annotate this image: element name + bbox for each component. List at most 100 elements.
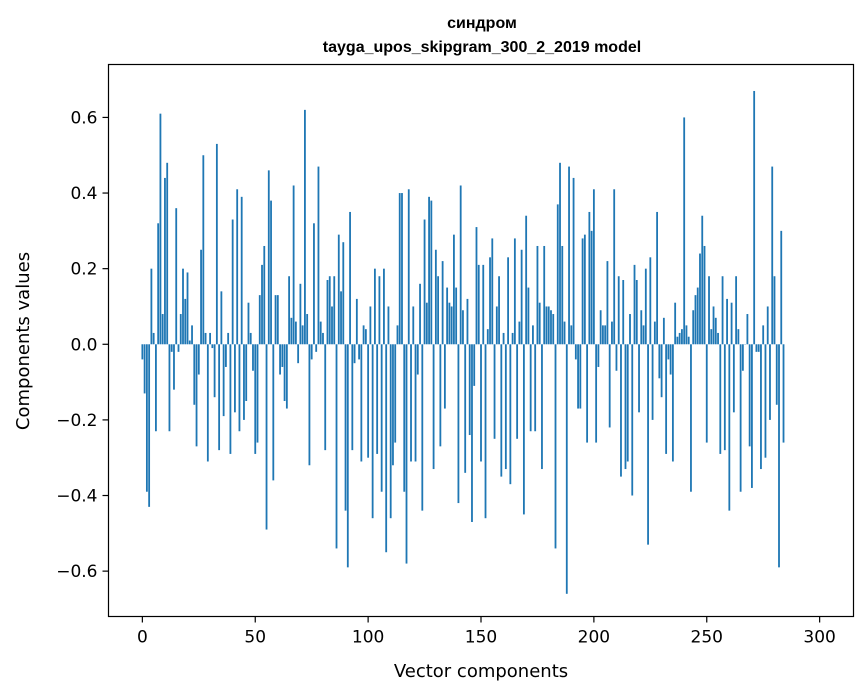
bar-component-111: [392, 344, 394, 466]
bar-component-269: [748, 344, 751, 447]
bar-component-56: [267, 170, 270, 345]
bar-component-279: [771, 166, 774, 345]
bar-component-200: [592, 189, 595, 345]
x-tick-label: 50: [244, 628, 266, 648]
bar-component-116: [403, 344, 406, 492]
bar-component-125: [423, 219, 426, 345]
bar-component-137: [450, 306, 453, 345]
y-tick-label: −0.4: [56, 487, 97, 507]
bar-component-245: [694, 295, 697, 345]
bar-component-201: [595, 344, 598, 443]
bar-component-198: [588, 211, 591, 345]
bar-component-8: [159, 113, 162, 345]
bar-component-240: [683, 117, 686, 345]
bar-component-154: [489, 257, 491, 345]
bar-component-281: [775, 344, 778, 405]
bar-component-54: [263, 245, 266, 345]
bar-component-169: [522, 344, 525, 515]
bar-component-87: [337, 234, 340, 345]
bar-component-260: [728, 344, 731, 511]
bar-component-142: [462, 310, 464, 345]
bar-component-69: [297, 344, 300, 364]
bar-component-51: [256, 344, 259, 443]
bar-component-68: [294, 321, 297, 345]
bar-component-180: [547, 306, 550, 345]
bar-component-190: [570, 325, 573, 345]
bar-component-129: [432, 344, 435, 470]
bar-component-145: [468, 344, 471, 436]
bar-component-46: [245, 344, 248, 401]
x-axis-ticks: 0 50 100 150 200 250 300: [137, 616, 836, 648]
bar-component-26: [200, 249, 202, 345]
bar-component-271: [753, 90, 756, 345]
bar-component-131: [437, 276, 440, 345]
bar-component-18: [182, 268, 184, 345]
bar-component-211: [617, 276, 620, 345]
bar-component-236: [674, 302, 677, 345]
bar-component-110: [389, 344, 392, 519]
bar-component-192: [574, 344, 577, 360]
bar-component-165: [513, 238, 516, 345]
bar-component-75: [310, 344, 313, 360]
bar-component-263: [735, 276, 738, 345]
bar-component-159: [500, 344, 503, 477]
bar-component-134: [443, 344, 446, 409]
bar-component-250: [705, 344, 708, 443]
x-axis-label: Vector components: [394, 661, 568, 682]
bar-component-203: [599, 310, 602, 345]
bar-component-85: [333, 276, 336, 345]
bar-component-135: [446, 287, 449, 345]
bar-component-93: [351, 344, 354, 451]
bar-component-188: [565, 344, 568, 594]
bar-component-48: [249, 332, 252, 345]
bar-component-118: [407, 189, 410, 345]
bar-component-62: [281, 344, 284, 367]
bar-component-106: [380, 344, 383, 492]
bar-component-170: [525, 215, 528, 345]
bar-component-181: [550, 310, 552, 345]
bar-component-130: [434, 249, 437, 345]
bar-component-266: [741, 344, 744, 371]
x-tick-label: 300: [803, 628, 835, 648]
bar-component-9: [161, 314, 164, 345]
bar-component-214: [624, 344, 627, 470]
bar-component-168: [520, 249, 523, 345]
bar-component-61: [279, 344, 281, 375]
bar-component-268: [746, 314, 749, 345]
bar-component-141: [459, 185, 462, 345]
bar-component-4: [150, 268, 153, 345]
bar-component-114: [398, 193, 401, 345]
bar-component-6: [155, 344, 157, 432]
bar-component-143: [464, 344, 467, 473]
bar-component-97: [360, 344, 363, 462]
bar-component-272: [755, 344, 758, 352]
bar-component-77: [315, 344, 318, 352]
bar-component-225: [649, 257, 652, 345]
bar-component-13: [170, 344, 173, 352]
bar-component-139: [455, 287, 458, 345]
bar-component-128: [430, 200, 433, 345]
bar-component-284: [782, 344, 785, 443]
bar-component-224: [647, 344, 649, 545]
bar-component-247: [699, 253, 701, 345]
bar-component-84: [331, 306, 333, 345]
bar-component-205: [604, 325, 607, 345]
bar-component-155: [491, 238, 494, 345]
bar-component-119: [410, 344, 412, 462]
bar-component-242: [687, 336, 690, 345]
x-tick-label: 150: [465, 628, 497, 648]
bar-component-50: [254, 344, 257, 454]
x-tick-label: 200: [578, 628, 610, 648]
bar-component-12: [168, 344, 171, 432]
bar-component-100: [367, 344, 370, 458]
bar-component-234: [669, 344, 672, 375]
bar-component-172: [529, 344, 532, 432]
bar-component-231: [662, 317, 665, 345]
bar-component-212: [620, 344, 622, 477]
bar-component-248: [701, 215, 704, 345]
bar-component-173: [532, 325, 534, 345]
bar-component-216: [629, 314, 631, 345]
bar-component-113: [396, 325, 399, 345]
bar-component-147: [473, 344, 476, 386]
